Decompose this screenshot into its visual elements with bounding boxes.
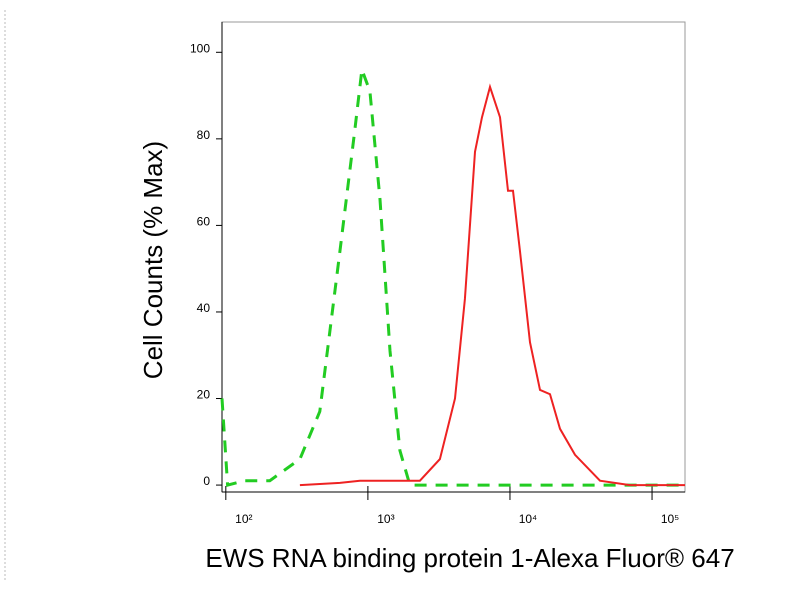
x-tick-label: 10⁵ <box>661 512 679 526</box>
x-axis-label: EWS RNA binding protein 1-Alexa Fluor® 6… <box>205 543 734 573</box>
x-tick-label: 10² <box>235 512 252 526</box>
y-tick-label: 80 <box>197 128 211 142</box>
x-tick-label: 10⁴ <box>519 512 538 526</box>
y-tick-label: 20 <box>197 388 211 402</box>
series-line <box>220 69 685 488</box>
y-tick-label: 0 <box>203 474 210 488</box>
x-tick-label: 10³ <box>377 512 394 526</box>
y-tick-label: 60 <box>197 215 211 229</box>
series-line <box>299 83 685 487</box>
y-tick-label: 40 <box>197 301 211 315</box>
y-tick-label: 100 <box>190 41 210 55</box>
y-axis-label: Cell Counts (% Max) <box>138 141 168 379</box>
plot-frame <box>221 21 686 493</box>
